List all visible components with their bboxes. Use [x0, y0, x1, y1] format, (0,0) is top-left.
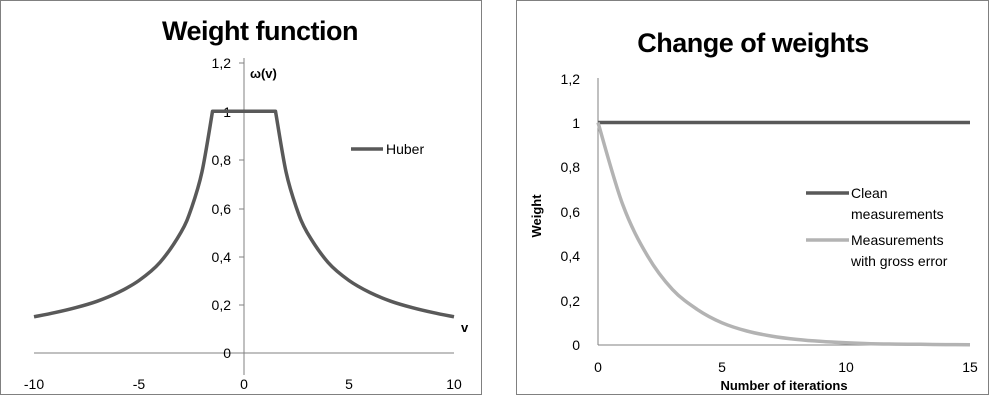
series-line-gross-error: [596, 121, 971, 347]
y-tick-label: 0,6: [212, 201, 232, 217]
y-tick-label: 0: [572, 337, 580, 353]
series-line-huber: [33, 109, 455, 319]
change-of-weights-chart: Change of weights 0 0,2 0,4 0,6 0,8 1 1,…: [516, 0, 989, 395]
legend-label-clean-measurements: Clean: [851, 185, 888, 201]
y-tick-label: 0,4: [212, 249, 232, 265]
legend-label-clean-measurements: measurements: [851, 206, 944, 222]
legend-label-gross-error: with gross error: [850, 253, 948, 269]
x-tick-label: -10: [24, 376, 44, 392]
x-tick-label: 5: [718, 359, 726, 375]
chart-border: [0, 0, 482, 395]
y-tick-label: 0,2: [561, 293, 581, 309]
y-tick-label: 0,4: [561, 248, 581, 264]
x-tick-label: 0: [594, 359, 602, 375]
legend-label-gross-error: Measurements: [851, 232, 944, 248]
y-tick-label: 1: [572, 115, 580, 131]
y-tick-label: 0,8: [212, 152, 232, 168]
y-axis-label: ω(v): [250, 66, 277, 81]
x-tick-label: 5: [345, 376, 353, 392]
y-tick-label: 1,2: [212, 55, 232, 71]
y-tick-label: 0,8: [561, 159, 581, 175]
x-axis-label: Number of iterations: [720, 378, 847, 393]
y-tick-label: 0,6: [561, 204, 581, 220]
chart-border: [516, 0, 989, 395]
x-axis-label: v: [461, 320, 469, 335]
chart-title: Weight function: [162, 16, 358, 46]
y-tick-label: 0: [223, 345, 231, 361]
y-tick-label: 1,2: [561, 71, 581, 87]
x-tick-label: -5: [133, 376, 146, 392]
weight-function-chart: Weight function 0 0,2 0,4 0,6 0,8 1 1,2 …: [0, 0, 482, 395]
y-axis-label: Weight: [529, 194, 544, 238]
legend-label-huber: Huber: [386, 141, 424, 157]
x-tick-label: 10: [838, 359, 854, 375]
x-tick-label: 0: [240, 376, 248, 392]
chart-title: Change of weights: [637, 28, 869, 58]
x-tick-label: 15: [962, 359, 978, 375]
x-tick-label: 10: [446, 376, 462, 392]
y-tick-label: 0,2: [212, 297, 232, 313]
